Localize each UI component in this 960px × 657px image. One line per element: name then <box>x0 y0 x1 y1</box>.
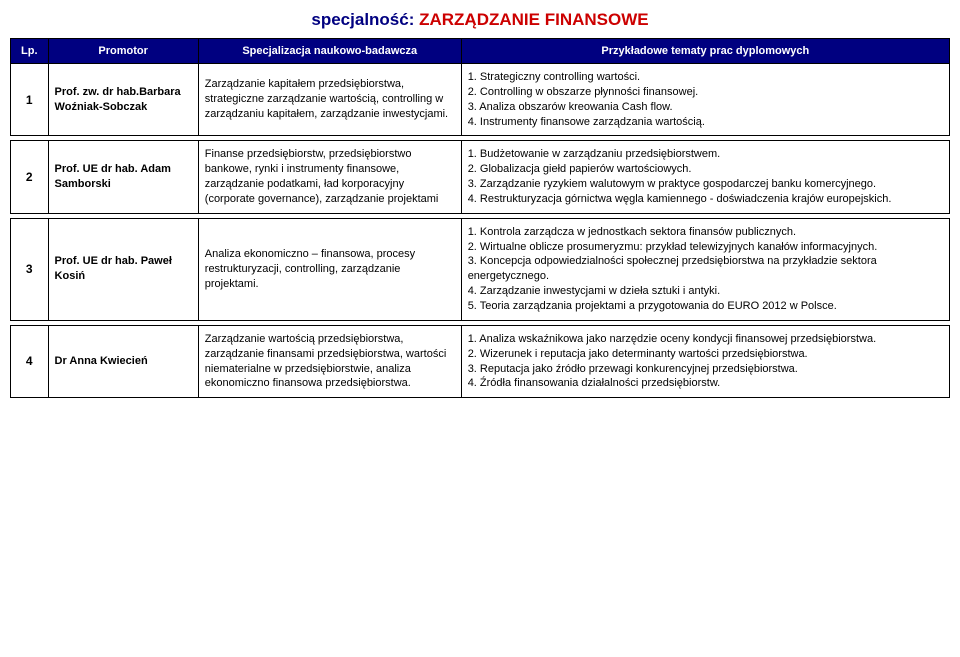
cell-spec: Zarządzanie kapitałem przedsiębiorstwa, … <box>198 64 461 136</box>
cell-spec: Analiza ekonomiczno – finansowa, procesy… <box>198 218 461 320</box>
cell-lp: 2 <box>11 141 49 213</box>
cell-tematy: 1. Budżetowanie w zarządzaniu przedsiębi… <box>461 141 949 213</box>
col-promotor: Promotor <box>48 39 198 64</box>
title-label: specjalność: <box>311 10 419 29</box>
table-row: 3 Prof. UE dr hab. Paweł Kosiń Analiza e… <box>11 218 950 320</box>
cell-tematy: 1. Analiza wskaźnikowa jako narzędzie oc… <box>461 325 949 397</box>
cell-tematy: 1. Kontrola zarządcza w jednostkach sekt… <box>461 218 949 320</box>
cell-spec: Zarządzanie wartością przedsiębiorstwa, … <box>198 325 461 397</box>
cell-lp: 1 <box>11 64 49 136</box>
table-row: 4 Dr Anna Kwiecień Zarządzanie wartością… <box>11 325 950 397</box>
cell-spec: Finanse przedsiębiorstw, przedsiębiorstw… <box>198 141 461 213</box>
cell-lp: 4 <box>11 325 49 397</box>
col-tematy: Przykładowe tematy prac dyplomowych <box>461 39 949 64</box>
cell-promotor: Prof. UE dr hab. Adam Samborski <box>48 141 198 213</box>
title-value: ZARZĄDZANIE FINANSOWE <box>419 10 648 29</box>
table-row: 1 Prof. zw. dr hab.Barbara Woźniak-Sobcz… <box>11 64 950 136</box>
table-row: 2 Prof. UE dr hab. Adam Samborski Finans… <box>11 141 950 213</box>
table-header-row: Lp. Promotor Specjalizacja naukowo-badaw… <box>11 39 950 64</box>
cell-promotor: Dr Anna Kwiecień <box>48 325 198 397</box>
cell-promotor: Prof. UE dr hab. Paweł Kosiń <box>48 218 198 320</box>
cell-promotor: Prof. zw. dr hab.Barbara Woźniak-Sobczak <box>48 64 198 136</box>
col-spec: Specjalizacja naukowo-badawcza <box>198 39 461 64</box>
thesis-table: Lp. Promotor Specjalizacja naukowo-badaw… <box>10 38 950 398</box>
col-lp: Lp. <box>11 39 49 64</box>
page-title: specjalność: ZARZĄDZANIE FINANSOWE <box>10 10 950 30</box>
cell-tematy: 1. Strategiczny controlling wartości.2. … <box>461 64 949 136</box>
cell-lp: 3 <box>11 218 49 320</box>
